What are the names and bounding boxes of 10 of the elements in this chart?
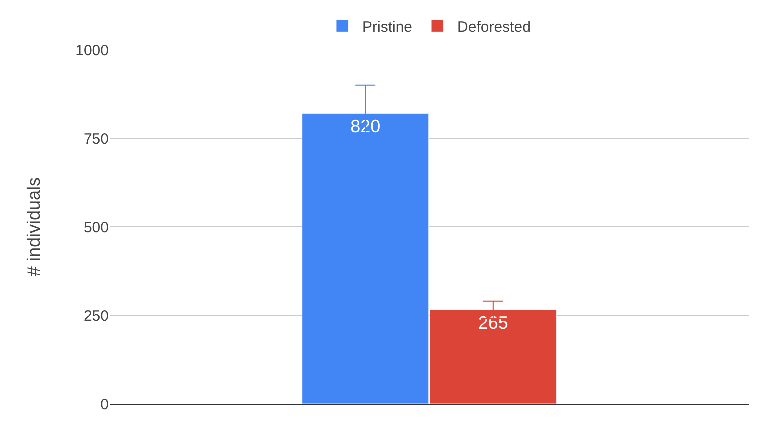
- data-label: 265: [478, 313, 508, 334]
- y-tick-label: 0: [100, 396, 109, 414]
- data-label: 820: [350, 116, 381, 137]
- y-axis-title: # individuals: [24, 177, 44, 277]
- y-tick-label: 500: [84, 219, 109, 236]
- legend-label: Deforested: [458, 19, 531, 36]
- legend-label: Pristine: [362, 19, 413, 36]
- y-tick-label: 1000: [76, 42, 109, 60]
- y-tick-label: 250: [84, 308, 109, 325]
- y-tick-label: 750: [84, 130, 109, 148]
